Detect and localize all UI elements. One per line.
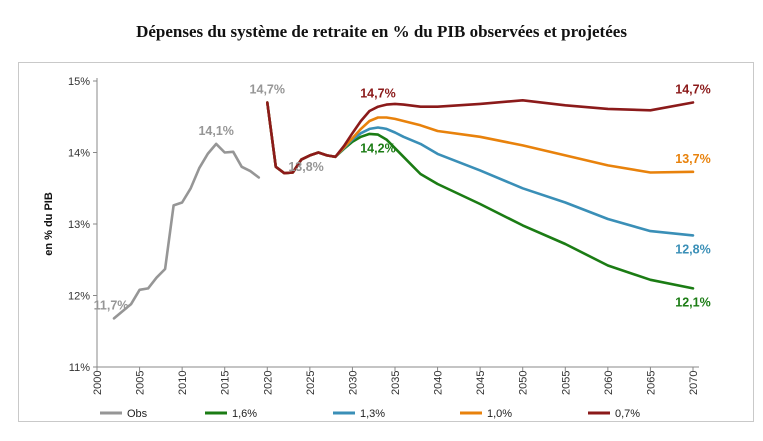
data-label: 14,7% <box>250 82 285 96</box>
legend-label: Obs <box>127 408 148 420</box>
x-tick-label: 2015 <box>220 371 232 395</box>
x-tick-label: 2050 <box>518 371 530 395</box>
legend-label: 1,0% <box>487 408 512 420</box>
y-tick-label: 13% <box>68 219 90 231</box>
series-line-0-7pct <box>266 99 695 175</box>
x-tick-label: 2010 <box>177 371 189 395</box>
x-tick-label: 2045 <box>475 371 487 395</box>
y-axis-label: en % du PIB <box>43 192 55 256</box>
x-tick-label: 2025 <box>305 371 317 395</box>
data-label: 13,8% <box>288 160 323 174</box>
y-tick-label: 15% <box>68 76 90 88</box>
data-label: 14,1% <box>198 124 233 138</box>
data-label: 12,1% <box>675 295 710 309</box>
legend-label: 1,3% <box>360 408 385 420</box>
x-tick-label: 2065 <box>645 371 657 395</box>
series-line-obs <box>112 142 261 320</box>
plot-frame <box>18 62 754 422</box>
y-tick-label: 11% <box>69 362 90 374</box>
x-tick-label: 2005 <box>135 371 147 395</box>
series-line-1-6pct <box>266 101 695 290</box>
data-label: 14,7% <box>360 87 395 101</box>
x-tick-label: 2055 <box>560 371 572 395</box>
x-tick-label: 2060 <box>603 371 615 395</box>
x-tick-label: 2040 <box>433 371 445 395</box>
data-label: 12,8% <box>675 242 710 256</box>
x-tick-label: 2030 <box>347 371 359 395</box>
x-tick-label: 2020 <box>262 371 274 395</box>
y-tick-label: 12% <box>68 291 90 303</box>
data-label: 13,7% <box>675 152 710 166</box>
y-tick-label: 14% <box>68 148 90 160</box>
x-tick-label: 2000 <box>92 371 104 395</box>
data-label: 11,7% <box>94 298 129 312</box>
chart-title: Dépenses du système de retraite en % du … <box>136 22 627 41</box>
legend-label: 1,6% <box>232 408 257 420</box>
legend-label: 0,7% <box>615 408 640 420</box>
data-label: 14,2% <box>360 142 395 156</box>
series-line-1-0pct <box>266 101 695 175</box>
x-tick-label: 2035 <box>390 371 402 395</box>
x-tick-label: 2070 <box>688 371 700 395</box>
data-label: 14,7% <box>675 82 710 96</box>
